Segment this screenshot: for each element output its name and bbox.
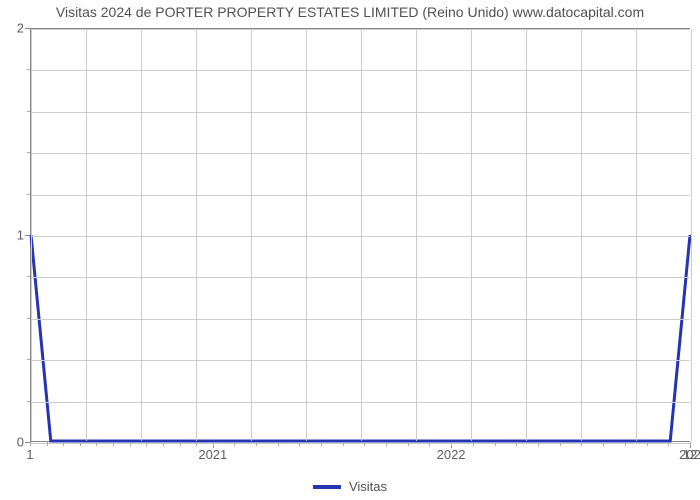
ytick-label: 0	[10, 435, 24, 450]
xtick-minor	[80, 442, 81, 446]
ytick-minor	[27, 276, 30, 277]
xtick-minor	[47, 442, 48, 446]
gridline-v	[526, 29, 527, 441]
ytick-mark	[25, 28, 30, 29]
gridline-v	[416, 29, 417, 441]
gridline-v	[31, 29, 32, 441]
xtick-minor	[538, 442, 539, 446]
xtick-minor	[516, 442, 517, 446]
xtick-minor	[256, 442, 257, 446]
gridline-v	[141, 29, 142, 441]
xtick-minor	[429, 442, 430, 446]
xtick-minor	[495, 442, 496, 446]
xtick-label: 2021	[198, 447, 227, 462]
gridline-v	[691, 29, 692, 441]
ytick-minor	[27, 69, 30, 70]
xtick-minor	[180, 442, 181, 446]
ytick-label: 1	[10, 228, 24, 243]
xtick-minor	[146, 442, 147, 446]
xtick-minor	[30, 442, 31, 446]
ytick-minor	[27, 401, 30, 402]
gridline-v	[251, 29, 252, 441]
ytick-minor	[27, 194, 30, 195]
xtick-minor	[163, 442, 164, 446]
gridline-v	[471, 29, 472, 441]
xtick-minor	[560, 442, 561, 446]
xtick-minor	[96, 442, 97, 446]
xtick-minor	[603, 442, 604, 446]
chart-title: Visitas 2024 de PORTER PROPERTY ESTATES …	[0, 0, 700, 20]
xtick-minor	[690, 442, 691, 446]
xtick-minor	[668, 442, 669, 446]
xtick-minor	[364, 442, 365, 446]
xtick-minor	[278, 442, 279, 446]
chart-plot-area	[30, 28, 690, 442]
xtick-minor	[451, 442, 452, 446]
xtick-minor	[130, 442, 131, 446]
xtick-minor	[625, 442, 626, 446]
legend-label: Visitas	[349, 479, 387, 494]
ytick-minor	[27, 318, 30, 319]
gridline-v	[636, 29, 637, 441]
ytick-minor	[27, 359, 30, 360]
xtick-minor	[408, 442, 409, 446]
ytick-minor	[27, 152, 30, 153]
gridline-v	[581, 29, 582, 441]
xtick-minor	[63, 442, 64, 446]
xtick-label: 2022	[437, 447, 466, 462]
xtick-start-label: 1	[26, 447, 33, 462]
legend: Visitas	[313, 479, 387, 494]
xtick-minor	[473, 442, 474, 446]
xtick-minor	[234, 442, 235, 446]
xtick-minor	[343, 442, 344, 446]
xtick-minor	[113, 442, 114, 446]
ytick-label: 2	[10, 21, 24, 36]
legend-swatch	[313, 485, 341, 489]
gridline-v	[196, 29, 197, 441]
ytick-minor	[27, 111, 30, 112]
xtick-label: 202	[679, 447, 700, 462]
gridline-v	[86, 29, 87, 441]
xtick-minor	[299, 442, 300, 446]
xtick-minor	[196, 442, 197, 446]
gridline-v	[306, 29, 307, 441]
xtick-minor	[581, 442, 582, 446]
gridline-v	[361, 29, 362, 441]
ytick-mark	[25, 235, 30, 236]
xtick-minor	[386, 442, 387, 446]
xtick-minor	[213, 442, 214, 446]
xtick-minor	[647, 442, 648, 446]
xtick-minor	[321, 442, 322, 446]
